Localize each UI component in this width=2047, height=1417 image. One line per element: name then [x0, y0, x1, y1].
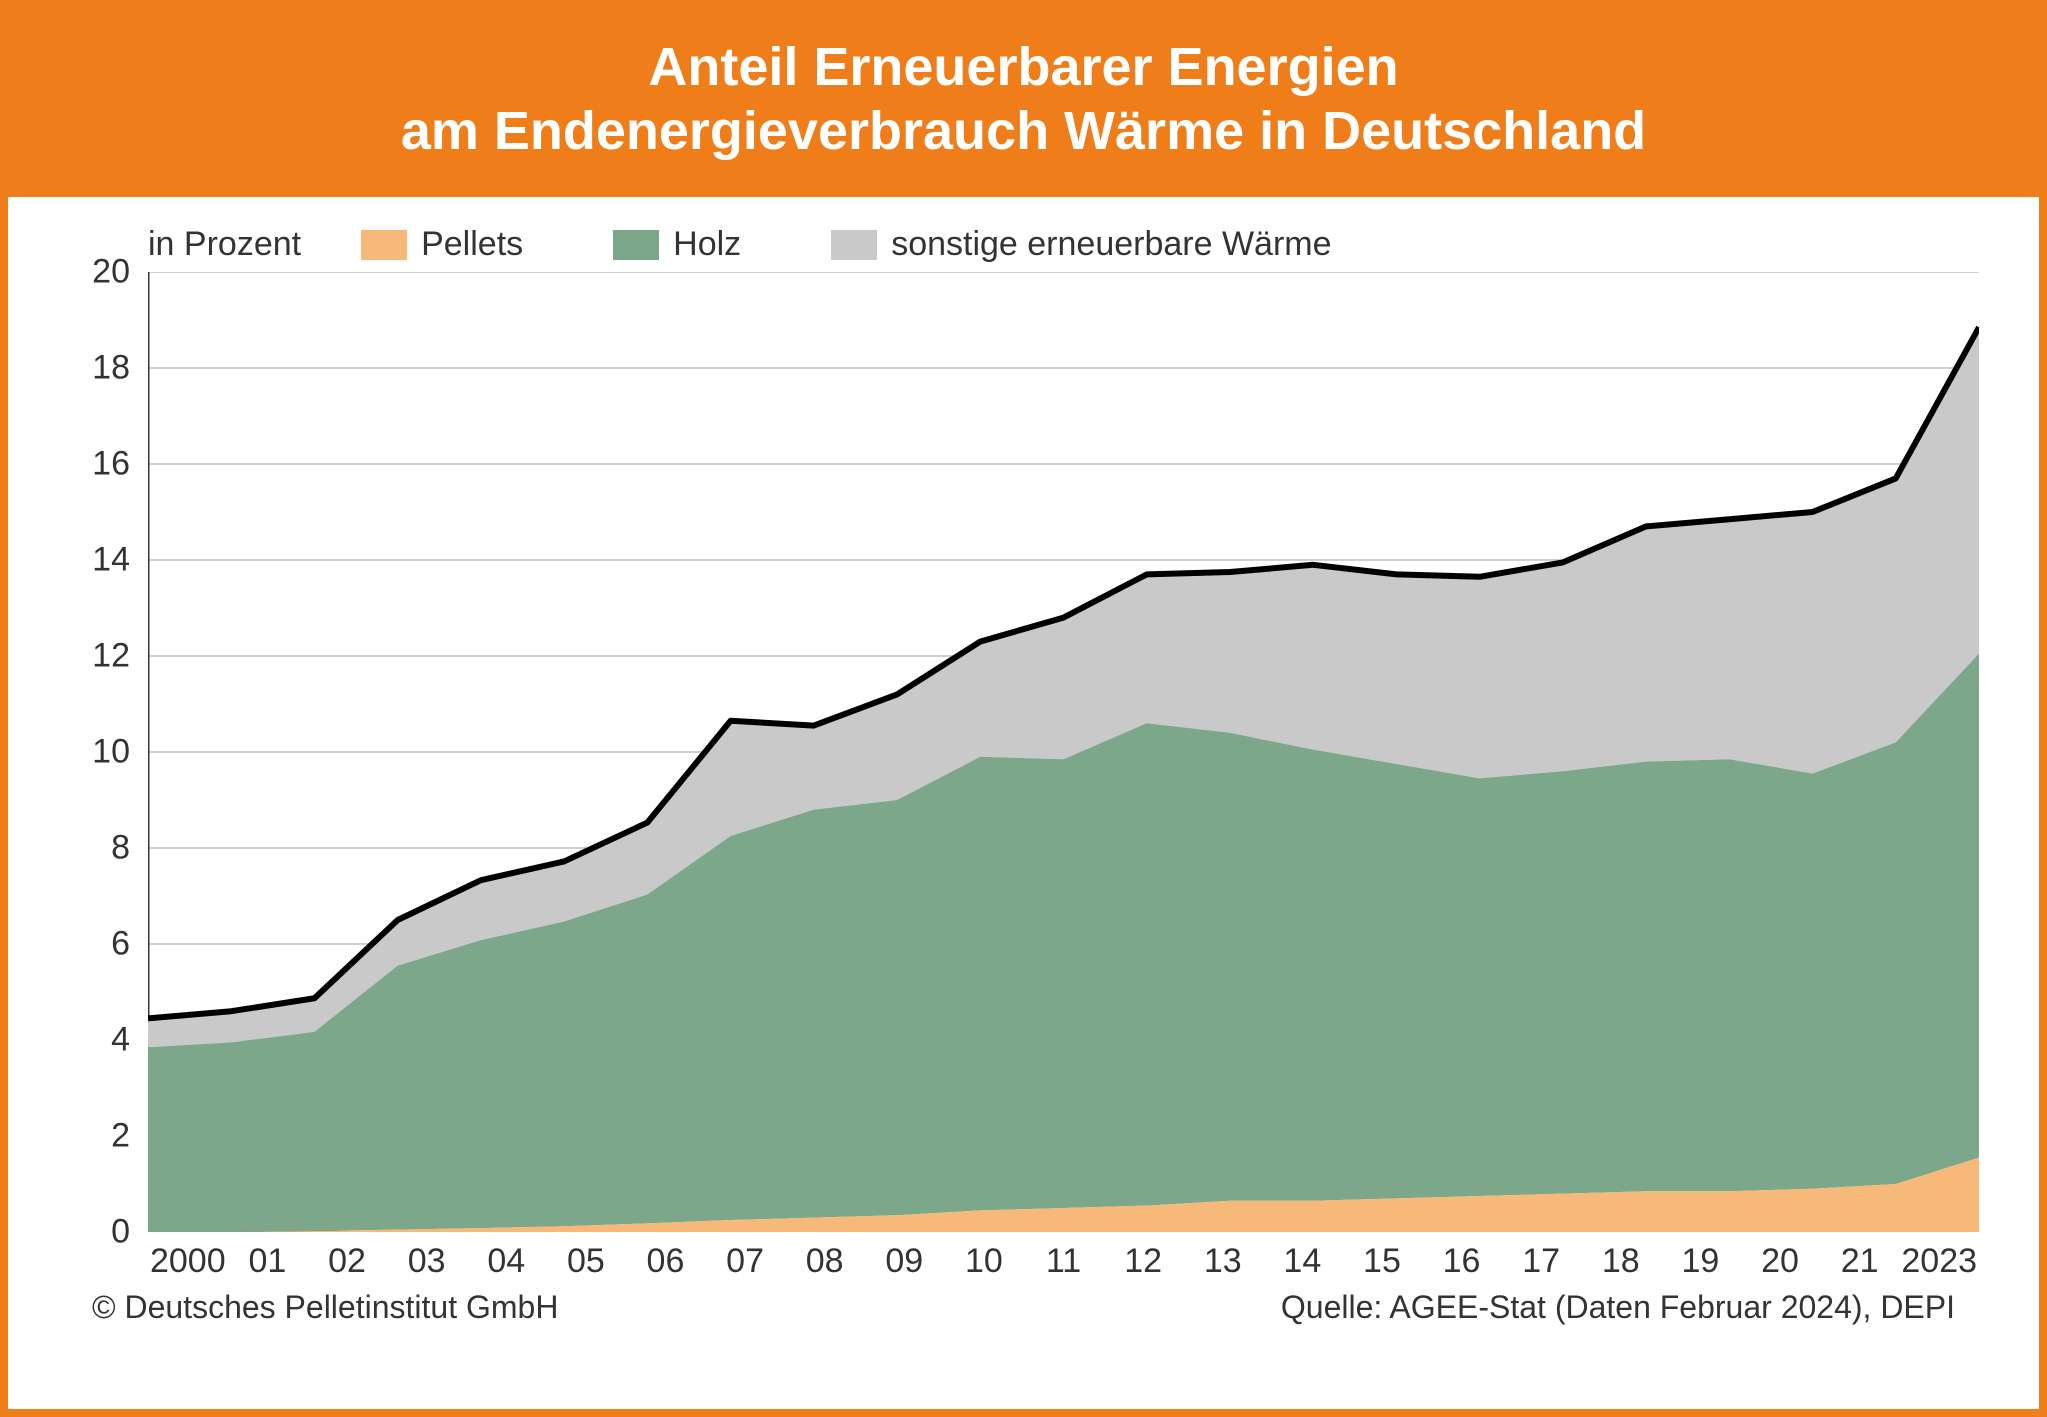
legend-label: Holz: [673, 225, 741, 264]
x-tick-label: 06: [626, 1242, 706, 1281]
chart-body: in Prozent Pellets Holz sonstige erneuerba…: [8, 197, 2039, 1409]
x-tick-label: 05: [546, 1242, 626, 1281]
x-tick-label: 01: [228, 1242, 308, 1281]
legend-swatch: [831, 230, 877, 260]
x-tick-label: 17: [1501, 1242, 1581, 1281]
y-tick-label: 2: [60, 1117, 130, 1156]
y-tick-label: 20: [60, 253, 130, 292]
y-tick-label: 14: [60, 541, 130, 580]
x-tick-label: 02: [307, 1242, 387, 1281]
y-tick-label: 0: [60, 1213, 130, 1252]
plot-svg: [148, 272, 1979, 1232]
legend-label: Pellets: [421, 225, 523, 264]
y-tick-label: 8: [60, 829, 130, 868]
legend-label: sonstige erneuerbare Wärme: [891, 225, 1331, 264]
x-tick-label: 13: [1183, 1242, 1263, 1281]
title-line-1: Anteil Erneuerbarer Energien: [28, 36, 2019, 100]
x-tick-label: 20: [1740, 1242, 1820, 1281]
legend: Pellets Holz sonstige erneuerbare Wärme: [361, 225, 1331, 264]
legend-swatch: [361, 230, 407, 260]
plot-area: 02468101214161820: [148, 272, 1979, 1232]
x-tick-label: 2023: [1899, 1242, 1979, 1281]
x-tick-label: 08: [785, 1242, 865, 1281]
footer-source: Quelle: AGEE-Stat (Daten Februar 2024), …: [1281, 1289, 1955, 1326]
x-tick-label: 15: [1342, 1242, 1422, 1281]
x-tick-label: 07: [705, 1242, 785, 1281]
y-tick-label: 16: [60, 445, 130, 484]
chart-footer: © Deutsches Pelletinstitut GmbH Quelle: …: [48, 1281, 1999, 1344]
chart-top-row: in Prozent Pellets Holz sonstige erneuerba…: [48, 225, 1999, 264]
chart-title: Anteil Erneuerbarer Energien am Endenerg…: [8, 8, 2039, 197]
legend-swatch: [613, 230, 659, 260]
x-tick-label: 21: [1820, 1242, 1900, 1281]
x-tick-label: 04: [466, 1242, 546, 1281]
x-tick-label: 11: [1024, 1242, 1104, 1281]
x-tick-label: 14: [1263, 1242, 1343, 1281]
x-tick-label: 03: [387, 1242, 467, 1281]
chart-frame: Anteil Erneuerbarer Energien am Endenerg…: [0, 0, 2047, 1417]
legend-item-holz: Holz: [613, 225, 741, 264]
x-tick-label: 10: [944, 1242, 1024, 1281]
x-tick-label: 16: [1422, 1242, 1502, 1281]
y-tick-label: 6: [60, 925, 130, 964]
x-tick-label: 2000: [148, 1242, 228, 1281]
footer-copyright: © Deutsches Pelletinstitut GmbH: [92, 1289, 558, 1326]
legend-item-sonstige: sonstige erneuerbare Wärme: [831, 225, 1331, 264]
title-line-2: am Endenergieverbrauch Wärme in Deutschl…: [28, 100, 2019, 164]
x-axis-ticks: 2000010203040506070809101112131415161718…: [148, 1242, 1979, 1281]
y-tick-label: 10: [60, 733, 130, 772]
x-tick-label: 18: [1581, 1242, 1661, 1281]
legend-item-pellets: Pellets: [361, 225, 523, 264]
y-tick-label: 18: [60, 349, 130, 388]
y-axis-unit: in Prozent: [148, 225, 301, 264]
y-tick-label: 12: [60, 637, 130, 676]
x-tick-label: 19: [1661, 1242, 1741, 1281]
y-tick-label: 4: [60, 1021, 130, 1060]
x-tick-label: 12: [1103, 1242, 1183, 1281]
x-tick-label: 09: [864, 1242, 944, 1281]
